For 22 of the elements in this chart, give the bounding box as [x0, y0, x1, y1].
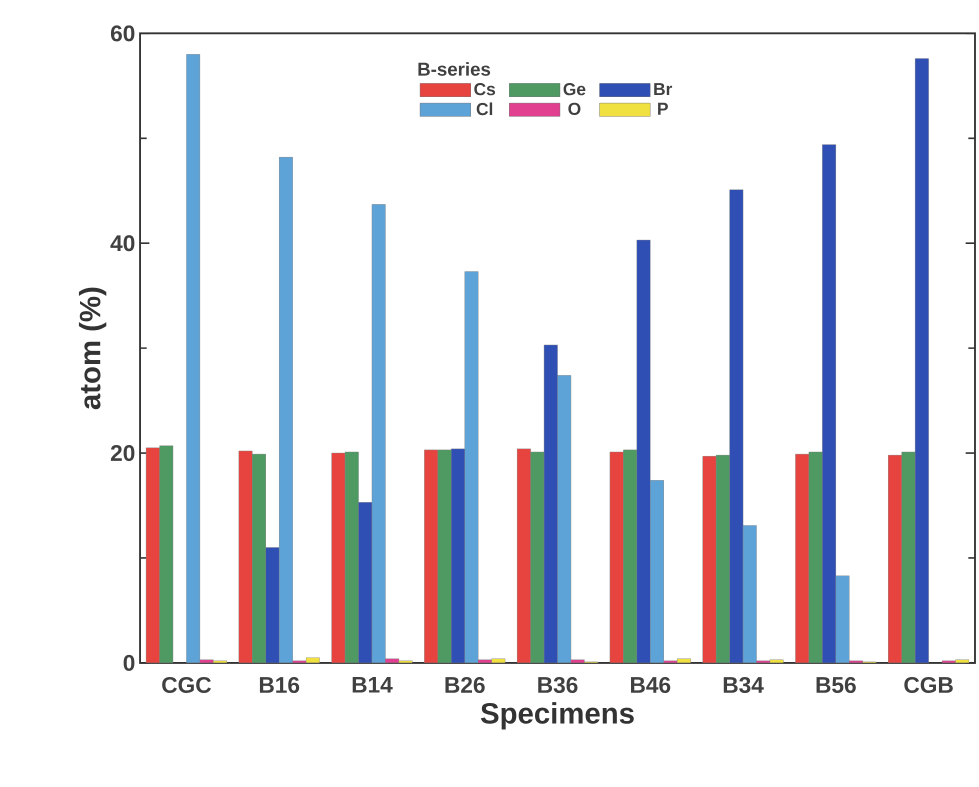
y-axis-title: atom (%)	[78, 288, 106, 410]
x-tick-label: B36	[538, 676, 578, 694]
legend-label: P	[658, 102, 668, 115]
y-tick-label: 20	[110, 445, 134, 462]
x-tick-label: B16	[260, 676, 300, 694]
legend-label: Br	[654, 83, 672, 96]
y-tick-label: 40	[110, 235, 134, 252]
legend-label: Cl	[476, 102, 492, 116]
legend-title: B-series	[418, 62, 490, 76]
x-tick-label: B14	[352, 676, 393, 693]
x-tick-label: B56	[816, 676, 856, 694]
x-tick-label: B46	[631, 676, 670, 694]
x-tick-label: CGB	[904, 676, 953, 694]
legend-label: O	[568, 102, 580, 116]
x-tick-label: B26	[445, 676, 485, 694]
x-tick-label: CGC	[162, 676, 212, 694]
x-tick-label: B34	[724, 676, 764, 694]
y-tick-label: 60	[110, 25, 134, 42]
x-axis-title: Specimens	[480, 702, 634, 730]
legend-label: Cs	[474, 83, 496, 96]
y-tick-label: 0	[124, 654, 134, 671]
legend-label: Ge	[564, 83, 586, 96]
